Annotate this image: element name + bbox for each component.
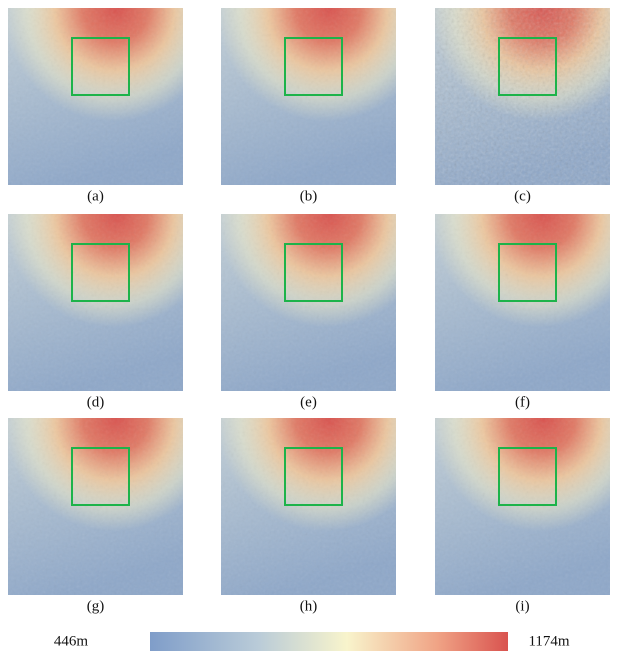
map-panel: (d) (8, 214, 183, 410)
panel-label: (h) (300, 598, 318, 614)
panel-label: (d) (87, 394, 105, 410)
map-panel: (h) (221, 418, 396, 614)
panel-label: (g) (87, 598, 105, 614)
colorbar-max-label: 1174m (528, 633, 569, 649)
colorbar (150, 632, 508, 651)
terrain-shading (435, 214, 610, 391)
panel-label: (f) (515, 394, 530, 410)
map-panel: (e) (221, 214, 396, 410)
panel-label: (a) (87, 188, 104, 204)
terrain-shading (221, 8, 396, 185)
colorbar-min-label: 446m (54, 633, 89, 649)
panel-grid: (a) (b) (c) (d) (e) (f) (g) (h) (i) (8, 8, 610, 614)
terrain-shading (435, 418, 610, 595)
map-panel: (f) (435, 214, 610, 410)
map-panel: (c) (435, 8, 610, 204)
panel-label: (c) (514, 188, 531, 204)
panel-label: (e) (300, 394, 317, 410)
terrain-shading (8, 214, 183, 391)
terrain-shading (8, 418, 183, 595)
figure: (a) (b) (c) (d) (e) (f) (g) (h) (i) 446m 1174m (0, 0, 629, 653)
map-panel: (g) (8, 418, 183, 614)
map-panel: (b) (221, 8, 396, 204)
panel-label: (b) (300, 188, 318, 204)
page: (a) (b) (c) (d) (e) (f) (g) (h) (i) 446m 1174m (… (0, 0, 629, 653)
map-panel: (i) (435, 418, 610, 614)
terrain-shading (435, 8, 610, 185)
terrain-shading (221, 418, 396, 595)
terrain-shading (8, 8, 183, 185)
terrain-shading (221, 214, 396, 391)
map-panel: (a) (8, 8, 183, 204)
panel-label: (i) (515, 598, 529, 614)
